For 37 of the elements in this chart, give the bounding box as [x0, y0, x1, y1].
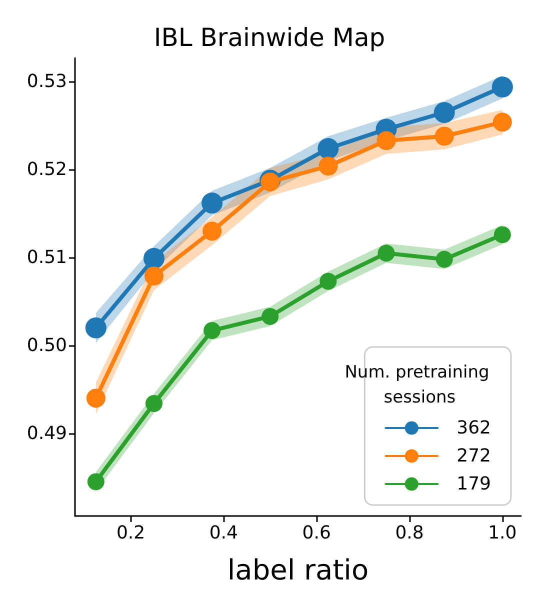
legend-label: 272: [456, 446, 492, 466]
point: [376, 131, 396, 150]
x-tick-label: 0.2: [116, 522, 146, 544]
point: [85, 317, 106, 338]
point: [434, 102, 455, 123]
x-tick-label: 0.4: [209, 522, 238, 544]
point: [87, 473, 104, 490]
point: [202, 222, 222, 241]
point: [144, 248, 164, 269]
point: [320, 272, 337, 290]
x-tick-label: 0.8: [395, 522, 424, 544]
x-tick-label: 1.0: [488, 522, 517, 544]
point: [318, 138, 339, 160]
legend-title: Num. pretraining sessions: [344, 362, 490, 408]
point: [262, 308, 279, 325]
y-tick-label: 0.50: [26, 334, 67, 356]
chart-title: IBL Brainwide Map: [154, 23, 386, 52]
x-axis-title: label ratio: [227, 554, 369, 586]
point: [86, 388, 106, 408]
y-tick-label: 0.49: [26, 422, 67, 444]
x-tick-label: 0.6: [302, 522, 331, 544]
legend-label: 362: [456, 418, 492, 438]
point: [318, 156, 338, 176]
legend-label: 179: [456, 474, 492, 494]
point: [492, 76, 513, 98]
point: [204, 322, 221, 340]
point: [492, 112, 512, 132]
y-tick-label: 0.53: [26, 71, 67, 92]
y-tick-label: 0.52: [26, 159, 67, 180]
point: [494, 226, 511, 244]
point: [145, 394, 162, 412]
point: [378, 244, 395, 262]
point: [144, 266, 164, 286]
y-tick-label: 0.51: [26, 247, 67, 268]
point: [434, 126, 454, 146]
point: [436, 250, 453, 268]
point: [202, 192, 223, 214]
